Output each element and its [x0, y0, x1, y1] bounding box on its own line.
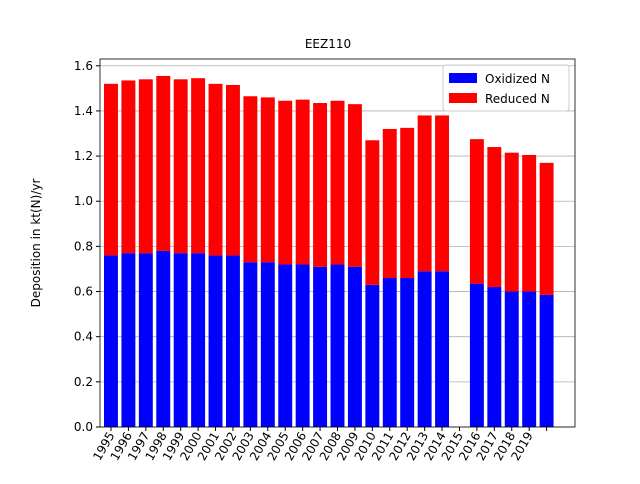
bar — [104, 83, 118, 256]
bar — [504, 152, 519, 292]
bar — [522, 154, 537, 292]
bar — [382, 128, 397, 278]
legend-swatch — [449, 93, 477, 103]
bar — [191, 253, 206, 427]
y-tick-label: 1.0 — [74, 194, 93, 208]
y-tick-label: 0.6 — [74, 285, 93, 299]
bar — [121, 80, 136, 254]
bar — [225, 255, 240, 427]
bar — [225, 84, 240, 256]
legend: Oxidized N Reduced N — [442, 64, 570, 112]
bar — [417, 115, 432, 272]
bar — [417, 271, 432, 427]
bar — [208, 255, 223, 427]
bar — [191, 78, 206, 254]
bar — [278, 264, 293, 427]
bar — [522, 291, 537, 427]
bar — [295, 264, 310, 427]
bar — [260, 97, 275, 263]
bar — [504, 291, 519, 427]
y-tick-label: 1.4 — [74, 104, 93, 118]
legend-swatch — [449, 73, 477, 83]
bar — [104, 255, 118, 427]
bar — [173, 79, 188, 254]
bar — [382, 277, 397, 427]
bar — [365, 140, 380, 285]
y-tick-label: 0.4 — [74, 330, 93, 344]
bar — [469, 139, 484, 284]
bar — [243, 262, 258, 427]
bar — [295, 99, 310, 265]
bar — [365, 284, 380, 427]
bar — [347, 104, 362, 267]
bar — [243, 96, 258, 263]
bar — [435, 115, 450, 272]
bar — [435, 271, 450, 427]
y-tick-label: 0.8 — [74, 239, 93, 253]
bar — [156, 75, 171, 251]
y-tick-label: 1.6 — [74, 59, 93, 73]
bar — [469, 283, 484, 427]
bar — [539, 162, 554, 295]
y-axis-label: Deposition in kt(N)/yr — [29, 179, 43, 308]
bar — [138, 79, 153, 254]
bar — [487, 287, 502, 427]
bar — [487, 147, 502, 288]
y-tick-label: 1.2 — [74, 149, 93, 163]
legend-label: Reduced N — [485, 92, 550, 106]
plot-frame — [99, 58, 576, 428]
y-tick-label: 0.2 — [74, 375, 93, 389]
bar — [138, 253, 153, 427]
y-tick-label: 0.0 — [74, 420, 93, 434]
legend-label: Oxidized N — [485, 72, 550, 86]
bar — [330, 264, 345, 427]
bar — [313, 103, 328, 267]
bar — [313, 266, 328, 427]
bar — [400, 127, 415, 278]
bar — [278, 100, 293, 265]
bar — [121, 253, 136, 427]
chart-title: EEZ110 — [305, 37, 351, 51]
bar — [347, 266, 362, 427]
bar — [208, 83, 223, 256]
bar — [260, 262, 275, 427]
bar — [400, 277, 415, 427]
bar — [173, 253, 188, 427]
bar — [539, 294, 554, 427]
bar — [330, 100, 345, 265]
bar — [156, 250, 171, 427]
